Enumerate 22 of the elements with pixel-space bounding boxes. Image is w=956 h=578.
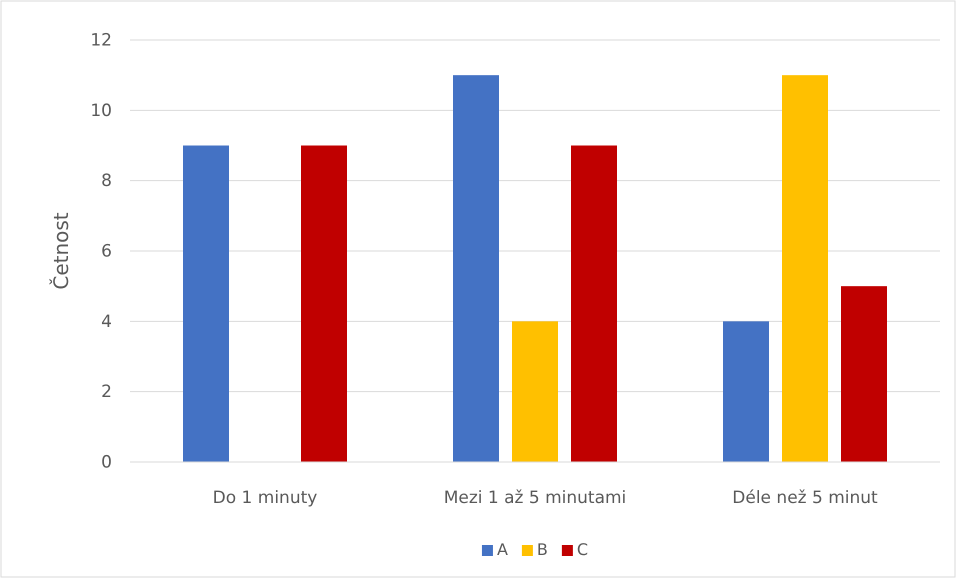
bar xyxy=(301,146,347,462)
y-tick-label: 10 xyxy=(90,100,112,121)
legend-label: B xyxy=(536,540,548,559)
legend-label: A xyxy=(496,540,508,559)
y-tick-label: 6 xyxy=(101,241,112,262)
y-tick-label: 8 xyxy=(101,171,112,192)
y-tick-label: 0 xyxy=(101,452,112,472)
y-axis-title: Četnost xyxy=(49,212,73,290)
x-tick-label: Do 1 minuty xyxy=(212,488,318,508)
bar xyxy=(571,146,617,462)
bar xyxy=(183,146,229,462)
legend-label: C xyxy=(576,540,588,559)
bar xyxy=(841,286,887,462)
bar xyxy=(453,75,499,462)
y-tick-label: 12 xyxy=(90,30,112,50)
x-tick-label: Déle než 5 minut xyxy=(732,488,878,508)
bar xyxy=(512,321,558,462)
bar xyxy=(782,75,828,462)
y-tick-label: 2 xyxy=(101,382,112,402)
x-tick-label: Mezi 1 až 5 minutami xyxy=(444,488,626,508)
y-tick-label: 4 xyxy=(101,312,112,332)
bar xyxy=(723,321,769,462)
